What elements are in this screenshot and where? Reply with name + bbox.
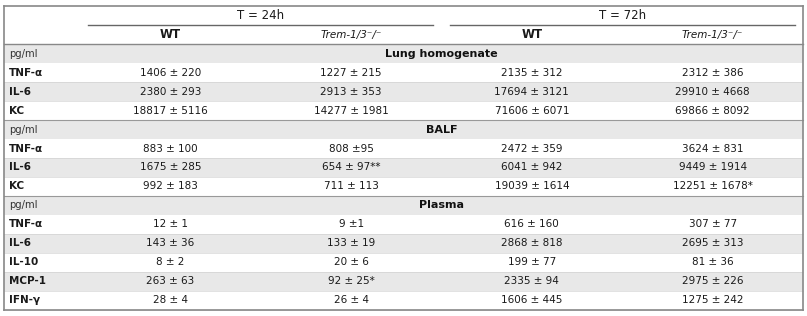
Text: Trem-1/3⁻/⁻: Trem-1/3⁻/⁻ (320, 30, 382, 40)
Text: 28 ± 4: 28 ± 4 (153, 295, 188, 305)
Text: 2135 ± 312: 2135 ± 312 (501, 68, 562, 78)
Text: 616 ± 160: 616 ± 160 (504, 219, 559, 229)
Bar (4, 215, 803, 234)
Bar (4, 120, 803, 139)
Text: TNF-α: TNF-α (9, 143, 43, 154)
Bar (4, 234, 803, 253)
Text: 69866 ± 8092: 69866 ± 8092 (675, 106, 750, 116)
Text: 143 ± 36: 143 ± 36 (146, 238, 194, 248)
Text: WT: WT (160, 28, 181, 41)
Text: T = 24h: T = 24h (237, 9, 284, 22)
Text: 2868 ± 818: 2868 ± 818 (501, 238, 562, 248)
Text: 29910 ± 4668: 29910 ± 4668 (675, 87, 750, 97)
Bar (4, 272, 803, 291)
Text: pg/ml: pg/ml (9, 49, 37, 59)
Bar (4, 101, 803, 120)
Text: Trem-1/3⁻/⁻: Trem-1/3⁻/⁻ (682, 30, 743, 40)
Text: 1606 ± 445: 1606 ± 445 (501, 295, 562, 305)
Text: Plasma: Plasma (419, 200, 464, 210)
Bar (4, 177, 803, 196)
Bar (4, 291, 803, 310)
Text: 12251 ± 1678*: 12251 ± 1678* (673, 181, 753, 191)
Text: pg/ml: pg/ml (9, 125, 37, 135)
Text: 307 ± 77: 307 ± 77 (688, 219, 737, 229)
Text: TNF-α: TNF-α (9, 68, 43, 78)
Text: 17694 ± 3121: 17694 ± 3121 (495, 87, 569, 97)
Text: 883 ± 100: 883 ± 100 (143, 143, 198, 154)
Text: 6041 ± 942: 6041 ± 942 (501, 162, 562, 173)
Bar (4, 63, 803, 82)
Text: 8 ± 2: 8 ± 2 (157, 257, 185, 267)
Bar (4, 25, 803, 44)
Bar (4, 158, 803, 177)
Text: 2380 ± 293: 2380 ± 293 (140, 87, 201, 97)
Text: IL-10: IL-10 (9, 257, 38, 267)
Text: 2335 ± 94: 2335 ± 94 (504, 276, 559, 286)
Text: WT: WT (521, 28, 542, 41)
Text: KC: KC (9, 106, 24, 116)
Bar (4, 44, 803, 63)
Bar (4, 196, 803, 215)
Text: 92 ± 25*: 92 ± 25* (328, 276, 374, 286)
Text: 808 ±95: 808 ±95 (328, 143, 374, 154)
Text: T = 72h: T = 72h (599, 9, 646, 22)
Text: 133 ± 19: 133 ± 19 (327, 238, 375, 248)
Text: 9449 ± 1914: 9449 ± 1914 (679, 162, 746, 173)
Text: 1406 ± 220: 1406 ± 220 (140, 68, 201, 78)
Text: 2913 ± 353: 2913 ± 353 (320, 87, 382, 97)
Bar (4, 82, 803, 101)
Text: 81 ± 36: 81 ± 36 (692, 257, 734, 267)
Text: 654 ± 97**: 654 ± 97** (322, 162, 380, 173)
Text: 711 ± 113: 711 ± 113 (324, 181, 378, 191)
Text: IL-6: IL-6 (9, 238, 31, 248)
Bar (4, 253, 803, 272)
Text: 18817 ± 5116: 18817 ± 5116 (133, 106, 207, 116)
Text: 9 ±1: 9 ±1 (339, 219, 364, 229)
Text: BALF: BALF (426, 125, 458, 135)
Text: 12 ± 1: 12 ± 1 (153, 219, 188, 229)
Text: IL-6: IL-6 (9, 87, 31, 97)
Text: pg/ml: pg/ml (9, 200, 37, 210)
Text: 2695 ± 313: 2695 ± 313 (682, 238, 743, 248)
Text: 26 ± 4: 26 ± 4 (333, 295, 369, 305)
Text: 14277 ± 1981: 14277 ± 1981 (314, 106, 388, 116)
Text: MCP-1: MCP-1 (9, 276, 46, 286)
Text: 199 ± 77: 199 ± 77 (508, 257, 556, 267)
Text: 1675 ± 285: 1675 ± 285 (140, 162, 201, 173)
Text: 1227 ± 215: 1227 ± 215 (320, 68, 382, 78)
Text: 20 ± 6: 20 ± 6 (333, 257, 369, 267)
Text: IL-6: IL-6 (9, 162, 31, 173)
Text: 71606 ± 6071: 71606 ± 6071 (495, 106, 569, 116)
Bar (4, 139, 803, 158)
Text: 992 ± 183: 992 ± 183 (143, 181, 198, 191)
Text: TNF-α: TNF-α (9, 219, 43, 229)
Text: 2312 ± 386: 2312 ± 386 (682, 68, 743, 78)
Text: 263 ± 63: 263 ± 63 (146, 276, 194, 286)
Text: Lung homogenate: Lung homogenate (385, 49, 498, 59)
Text: 2975 ± 226: 2975 ± 226 (682, 276, 743, 286)
Text: 1275 ± 242: 1275 ± 242 (682, 295, 743, 305)
Text: IFN-γ: IFN-γ (9, 295, 40, 305)
Text: 2472 ± 359: 2472 ± 359 (501, 143, 562, 154)
Text: 19039 ± 1614: 19039 ± 1614 (495, 181, 569, 191)
Text: KC: KC (9, 181, 24, 191)
Bar (4, 6, 803, 25)
Text: 3624 ± 831: 3624 ± 831 (682, 143, 743, 154)
